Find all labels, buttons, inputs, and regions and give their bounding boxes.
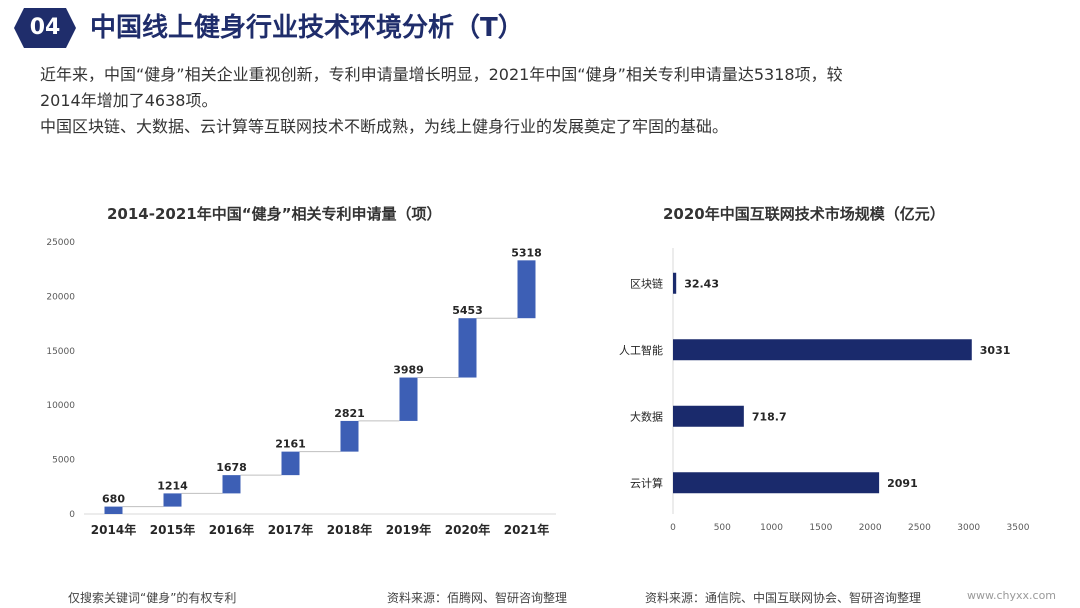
x-tick-label: 2018年 <box>327 522 372 537</box>
data-label: 680 <box>102 493 125 506</box>
data-label: 1678 <box>216 461 247 474</box>
data-label: 1214 <box>157 479 188 492</box>
market-chart-source: 资料来源：通信院、中国互联网协会、智研咨询整理 <box>645 591 922 605</box>
x-tick-label: 2019年 <box>386 522 431 537</box>
watermark-url: www.chyxx.com <box>967 589 1057 602</box>
section-number: 04 <box>29 15 61 40</box>
waterfall-bar <box>340 420 359 452</box>
waterfall-bar <box>104 506 123 514</box>
data-label: 3989 <box>393 364 424 377</box>
x-tick-label: 2021年 <box>504 522 549 537</box>
data-label: 3031 <box>980 344 1011 357</box>
intro-line-3: 中国区块链、大数据、云计算等互联网技术不断成熟，为线上健身行业的发展奠定了牢固的… <box>40 117 729 136</box>
waterfall-bar <box>281 451 300 476</box>
section-badge: 04 <box>14 8 76 48</box>
data-label: 2091 <box>887 477 918 490</box>
patent-chart-title: 2014-2021年中国“健身”相关专利申请量（项） <box>107 205 442 223</box>
patent-chart-note: 仅搜索关键词“健身”的有权专利 <box>68 591 237 605</box>
data-label: 5318 <box>511 246 542 259</box>
intro-line-1: 近年来，中国“健身”相关企业重视创新，专利申请量增长明显，2021年中国“健身”… <box>40 65 843 84</box>
y-tick-label: 5000 <box>52 456 75 466</box>
x-tick-label: 2015年 <box>150 522 195 537</box>
y-tick-label: 人工智能 <box>619 343 663 357</box>
y-tick-label: 15000 <box>46 347 75 357</box>
x-tick-label: 2500 <box>908 523 931 533</box>
page-title: 中国线上健身行业技术环境分析（T） <box>90 13 524 43</box>
x-tick-label: 2017年 <box>268 522 313 537</box>
x-tick-label: 1500 <box>809 523 832 533</box>
x-tick-label: 3500 <box>1007 523 1030 533</box>
data-label: 32.43 <box>684 277 719 290</box>
waterfall-bar <box>517 260 536 319</box>
y-tick-label: 大数据 <box>630 409 663 423</box>
x-tick-label: 2016年 <box>209 522 254 537</box>
market-bar <box>673 472 880 494</box>
market-bar <box>673 272 677 294</box>
waterfall-bar <box>222 475 241 494</box>
y-tick-label: 0 <box>69 510 75 520</box>
x-tick-label: 1000 <box>760 523 783 533</box>
y-tick-label: 20000 <box>46 292 75 302</box>
market-chart-title: 2020年中国互联网技术市场规模（亿元） <box>663 205 945 223</box>
data-label: 718.7 <box>752 410 787 423</box>
data-label: 2161 <box>275 438 306 451</box>
y-tick-label: 区块链 <box>630 276 663 290</box>
intro-line-2: 2014年增加了4638项。 <box>40 91 218 110</box>
patent-waterfall-chart: 0 5000 10000 15000 20000 25000 680 2014年 1214 201… <box>46 238 556 537</box>
x-tick-label: 2014年 <box>91 522 136 537</box>
data-label: 5453 <box>452 304 483 317</box>
data-label: 2821 <box>334 407 365 420</box>
y-tick-label: 云计算 <box>630 476 663 490</box>
market-size-bar-chart: 0 500 1000 1500 2000 2500 3000 3500 32.43 区块链 3031… <box>619 248 1030 533</box>
y-tick-label: 25000 <box>46 238 75 248</box>
market-bar <box>673 339 972 361</box>
x-tick-label: 2020年 <box>445 522 490 537</box>
waterfall-bar <box>399 377 418 421</box>
x-tick-label: 0 <box>670 523 676 533</box>
patent-chart-source: 资料来源：佰腾网、智研咨询整理 <box>387 591 568 605</box>
x-tick-label: 2000 <box>859 523 882 533</box>
badge-shape <box>14 8 76 48</box>
x-tick-label: 3000 <box>957 523 980 533</box>
market-bar <box>673 405 744 427</box>
waterfall-bar <box>458 318 477 378</box>
y-tick-label: 10000 <box>46 401 75 411</box>
waterfall-bar <box>163 493 182 507</box>
x-tick-label: 500 <box>714 523 731 533</box>
